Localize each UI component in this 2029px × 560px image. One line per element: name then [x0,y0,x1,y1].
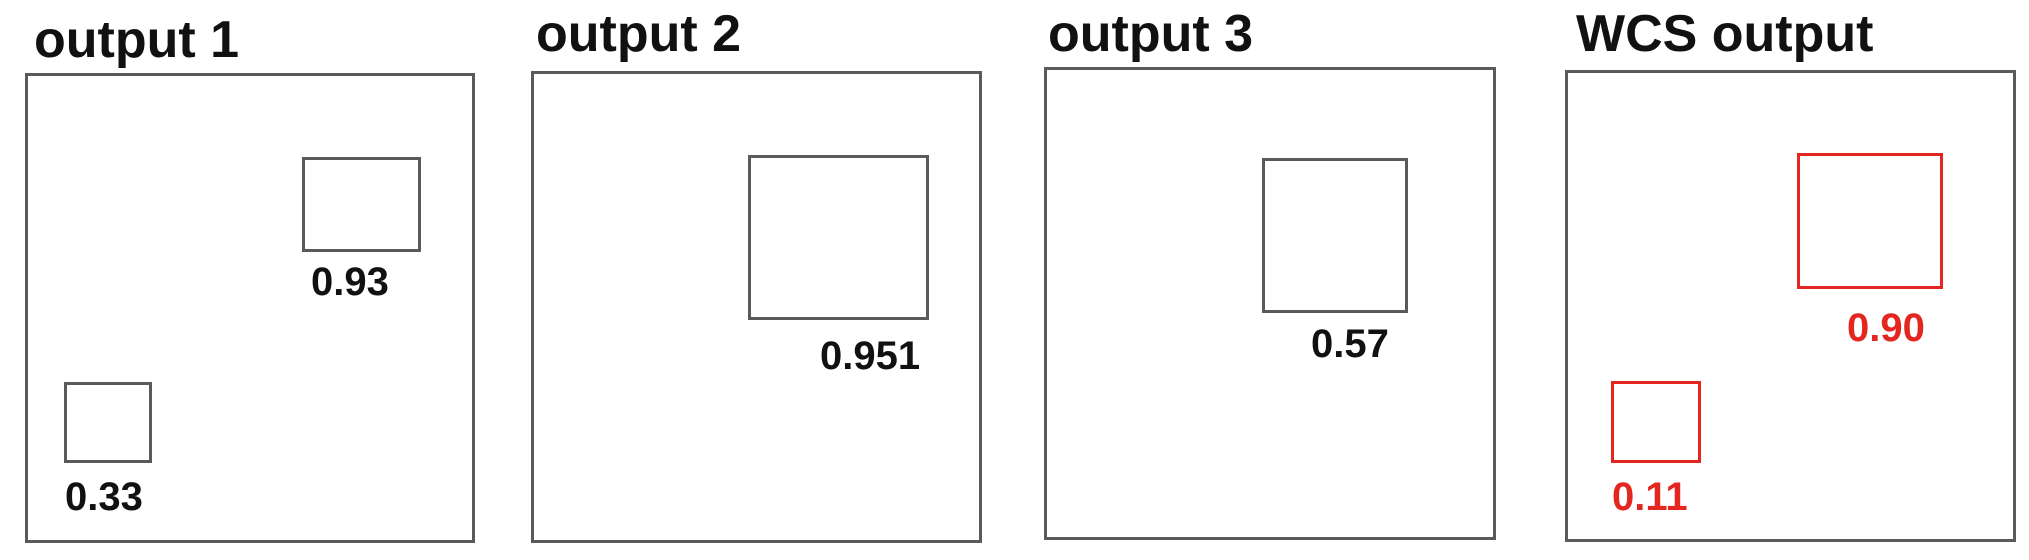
bounding-box [1262,158,1408,313]
bounding-box [1797,153,1943,289]
image-frame [531,71,982,543]
confidence-score: 0.93 [311,260,389,304]
panel-title: WCS output [1576,5,1874,63]
confidence-score: 0.11 [1612,475,1688,519]
confidence-score: 0.33 [65,475,143,519]
bounding-box [64,382,152,463]
confidence-score: 0.90 [1847,306,1925,350]
bounding-box [748,155,929,320]
bounding-box [302,157,421,252]
image-frame [25,73,475,543]
bounding-box [1611,381,1701,463]
panel-title: output 2 [536,5,742,63]
image-frame [1044,67,1496,540]
confidence-score: 0.57 [1311,322,1389,366]
panel-title: output 3 [1048,5,1254,63]
panel-title: output 1 [34,11,240,69]
image-frame [1565,70,2016,542]
confidence-score: 0.951 [820,334,921,378]
